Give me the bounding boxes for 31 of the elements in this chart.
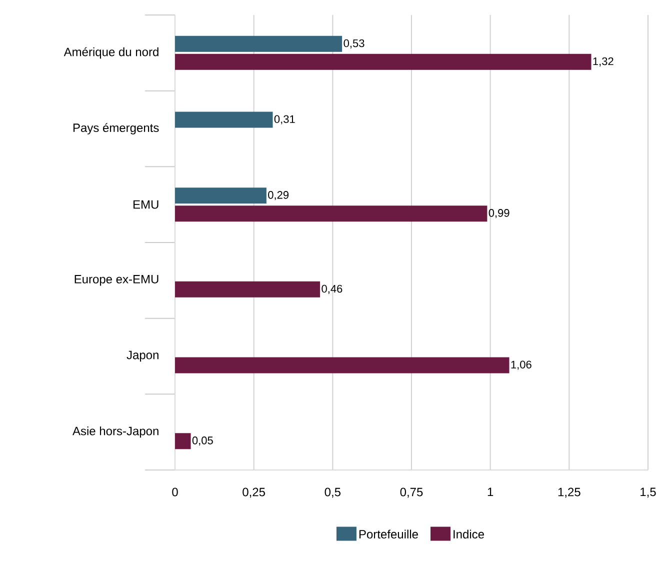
x-tick-label: 0 xyxy=(172,488,178,496)
x-tick-label: 0,5 xyxy=(324,488,340,498)
bar xyxy=(175,433,191,450)
bar xyxy=(175,357,510,374)
x-tick-label: 1,25 xyxy=(558,488,580,498)
data-label: 0,53 xyxy=(344,39,364,48)
y-tick-label: Asie hors-Japon xyxy=(72,426,158,438)
bar xyxy=(175,281,320,298)
x-tick-label: 0,75 xyxy=(400,488,423,498)
bar xyxy=(175,112,273,128)
y-tick-label: EMU xyxy=(134,200,158,209)
data-label: 1,06 xyxy=(511,360,532,370)
legend-label: Indice xyxy=(454,530,484,538)
legend-label: Portefeuille xyxy=(359,530,418,538)
y-tick-label: Japon xyxy=(126,350,158,362)
bar xyxy=(175,36,342,52)
y-tick-label: Europe ex-EMU xyxy=(74,275,158,286)
data-label: 0,99 xyxy=(488,209,510,218)
bar xyxy=(175,188,266,204)
data-label: 0,05 xyxy=(192,436,213,446)
y-tick-label: Pays émergents xyxy=(73,123,159,134)
bar xyxy=(175,54,592,70)
data-label: 0,31 xyxy=(274,115,295,124)
data-label: 0,46 xyxy=(322,284,342,294)
data-label: 0,29 xyxy=(268,191,289,200)
x-tick-label: 1,5 xyxy=(640,488,656,498)
x-tick-label: 0,25 xyxy=(242,488,266,498)
y-tick-label: Amérique du nord xyxy=(64,47,158,59)
x-tick-label: 1 xyxy=(488,488,494,496)
data-label: 1,32 xyxy=(593,57,614,66)
bar xyxy=(175,206,488,222)
